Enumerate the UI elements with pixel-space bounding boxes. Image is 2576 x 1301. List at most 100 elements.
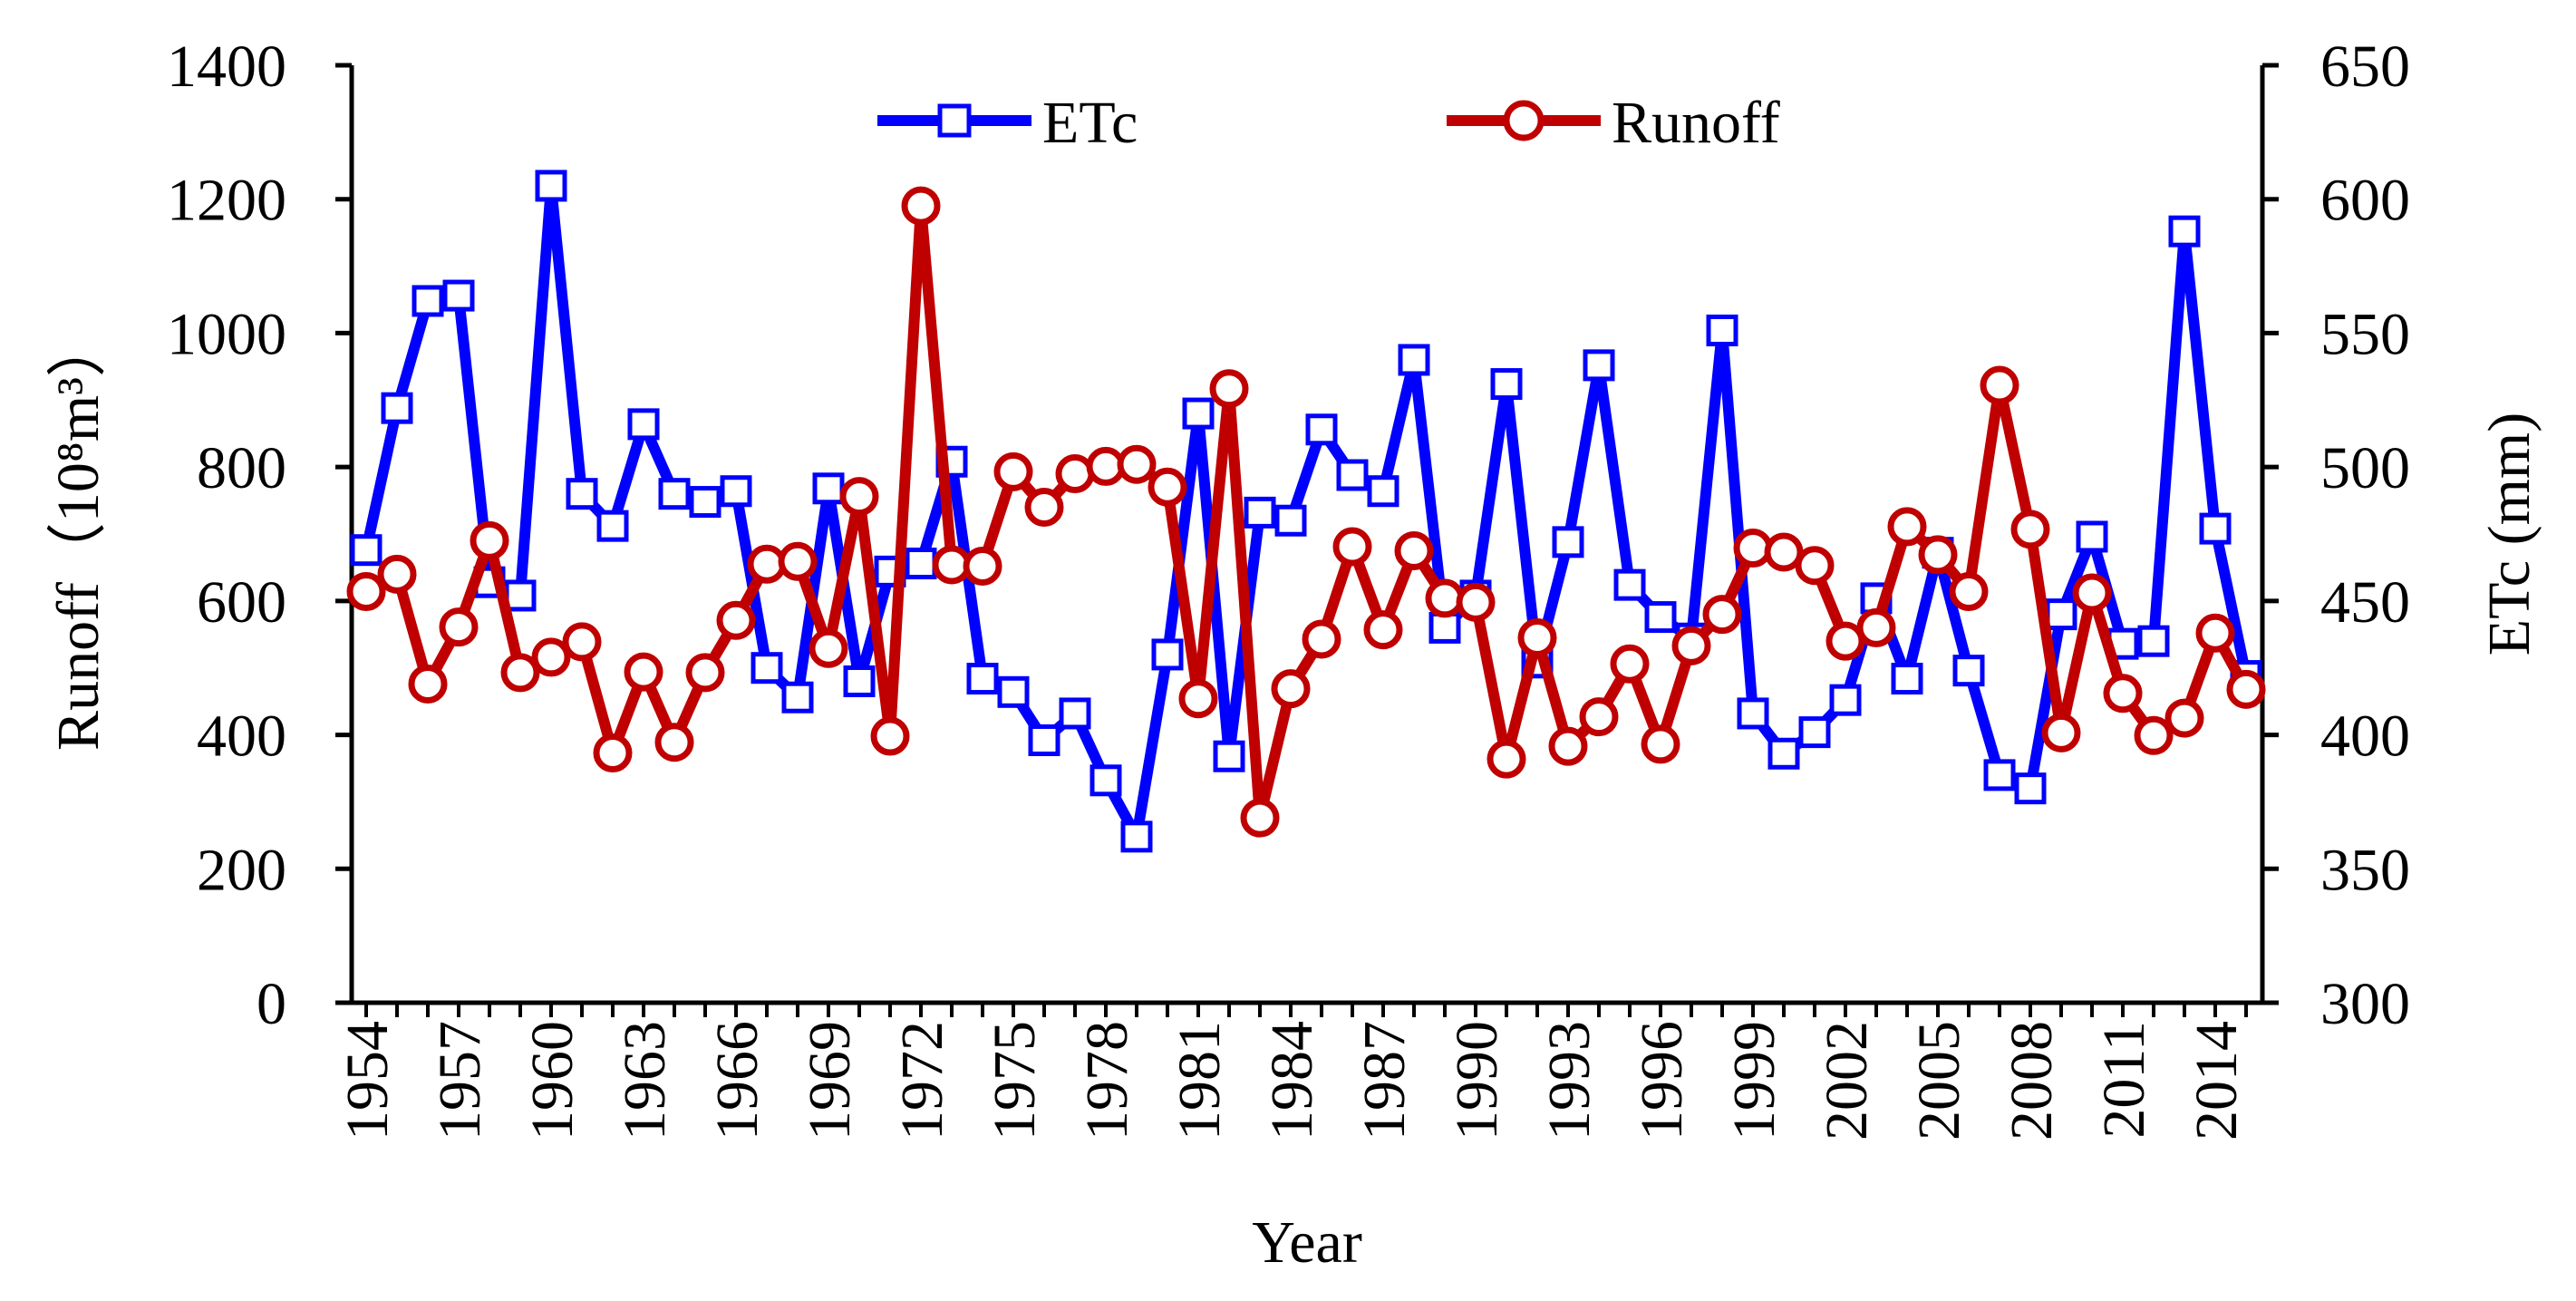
data-point-etc	[2045, 598, 2077, 631]
data-point-etc	[1706, 314, 1738, 346]
data-point-etc	[1367, 475, 1399, 508]
data-point-etc	[2076, 520, 2108, 553]
data-point-etc	[596, 510, 629, 542]
data-point-runoff	[1024, 487, 1064, 527]
data-point-runoff	[716, 600, 756, 640]
data-point-runoff	[2226, 669, 2266, 709]
data-point-etc	[1182, 397, 1215, 430]
data-point-runoff	[1302, 619, 1341, 659]
data-point-etc	[1552, 526, 1584, 558]
data-point-runoff	[778, 541, 818, 581]
data-point-runoff	[2195, 613, 2235, 653]
legend-etc-label: ETc	[1042, 90, 1138, 156]
data-point-runoff	[1641, 724, 1680, 764]
data-point-etc	[781, 681, 814, 714]
left-y-tick-label: 0	[257, 971, 286, 1037]
data-point-runoff	[1363, 610, 1403, 650]
data-point-etc	[1428, 611, 1461, 644]
data-point-runoff	[1456, 582, 1496, 622]
right-y-tick-label: 600	[2320, 168, 2410, 234]
data-point-runoff	[685, 653, 725, 693]
y-axis-label-left: Runoff（10⁸m³）	[45, 317, 111, 751]
legend-runoff-marker	[1503, 100, 1545, 141]
data-point-etc	[1613, 568, 1646, 601]
data-point-etc	[1737, 697, 1769, 730]
x-tick-label: 1990	[1444, 1021, 1510, 1141]
x-tick-label: 1978	[1074, 1021, 1140, 1141]
x-tick-label: 1975	[982, 1021, 1048, 1141]
data-point-etc	[1120, 820, 1153, 853]
data-point-etc	[720, 475, 752, 508]
left-y-tick-label: 1200	[167, 168, 286, 234]
data-point-runoff	[1548, 726, 1588, 766]
data-point-runoff	[408, 664, 448, 704]
data-point-etc	[350, 534, 383, 567]
data-point-etc	[1767, 737, 1800, 770]
data-point-etc	[905, 547, 937, 579]
data-point-runoff	[2010, 510, 2050, 549]
data-point-etc	[535, 170, 567, 202]
x-tick-label: 1954	[334, 1021, 401, 1141]
x-tick-label: 1999	[1721, 1021, 1787, 1141]
data-point-etc	[2137, 625, 2170, 657]
right-y-tick-label: 550	[2320, 301, 2410, 367]
data-point-runoff	[1918, 535, 1958, 575]
data-point-runoff	[1240, 798, 1280, 838]
data-point-etc	[1274, 504, 1307, 537]
right-y-tick-label: 500	[2320, 435, 2410, 501]
data-point-runoff	[377, 554, 417, 594]
data-point-runoff	[562, 622, 602, 662]
data-point-runoff	[500, 653, 540, 693]
data-point-runoff	[1517, 617, 1557, 657]
data-point-runoff	[470, 520, 509, 560]
x-tick-label: 1969	[797, 1021, 863, 1141]
data-point-runoff	[1086, 446, 1126, 486]
data-point-runoff	[870, 716, 910, 756]
data-point-etc	[1028, 723, 1060, 756]
data-point-runoff	[1825, 621, 1865, 661]
data-point-etc	[1398, 344, 1430, 376]
x-ticks: 1954 1957 1960 1963 1966 1969 1972 1975 1978 1981…	[334, 1003, 2250, 1141]
x-tick-label: 1996	[1629, 1021, 1695, 1141]
data-point-runoff	[1980, 365, 2019, 405]
data-point-runoff	[1671, 626, 1711, 665]
left-y-tick-label: 1000	[167, 301, 286, 367]
data-point-etc	[2168, 215, 2201, 248]
data-point-etc	[1490, 368, 1523, 401]
data-point-etc	[812, 472, 845, 505]
data-point-runoff	[1702, 595, 1742, 635]
data-point-runoff	[1178, 679, 1218, 719]
data-point-etc	[627, 408, 660, 441]
data-point-runoff	[624, 652, 663, 692]
data-point-etc	[1583, 349, 1615, 382]
data-point-runoff	[439, 607, 479, 647]
right-y-tick-label: 650	[2320, 34, 2410, 100]
data-point-etc	[566, 478, 598, 510]
data-point-runoff	[593, 733, 633, 773]
series-etc	[350, 170, 2262, 853]
data-point-runoff	[1610, 644, 1650, 684]
data-point-runoff	[1394, 530, 1434, 570]
data-point-etc	[658, 478, 691, 510]
data-point-runoff	[1209, 369, 1249, 409]
data-point-runoff	[1856, 607, 1896, 647]
x-tick-label: 1966	[704, 1021, 770, 1141]
data-point-runoff	[531, 637, 571, 677]
data-point-runoff	[1579, 697, 1619, 737]
data-point-etc	[504, 579, 537, 612]
y-axis-label-right: ETc (mm)	[2476, 413, 2542, 655]
data-point-etc	[1644, 601, 1677, 634]
x-tick-label: 1957	[427, 1021, 493, 1141]
data-point-runoff	[993, 451, 1033, 491]
x-tick-label: 2005	[1906, 1021, 1972, 1141]
data-point-etc	[1891, 663, 1923, 695]
data-point-runoff	[963, 546, 1002, 586]
x-tick-label: 1984	[1259, 1021, 1325, 1141]
left-y-tick-label: 600	[197, 569, 286, 636]
data-point-etc	[442, 279, 475, 312]
data-point-etc	[1798, 716, 1831, 749]
data-point-etc	[2199, 512, 2232, 545]
data-point-runoff	[1487, 739, 1526, 779]
